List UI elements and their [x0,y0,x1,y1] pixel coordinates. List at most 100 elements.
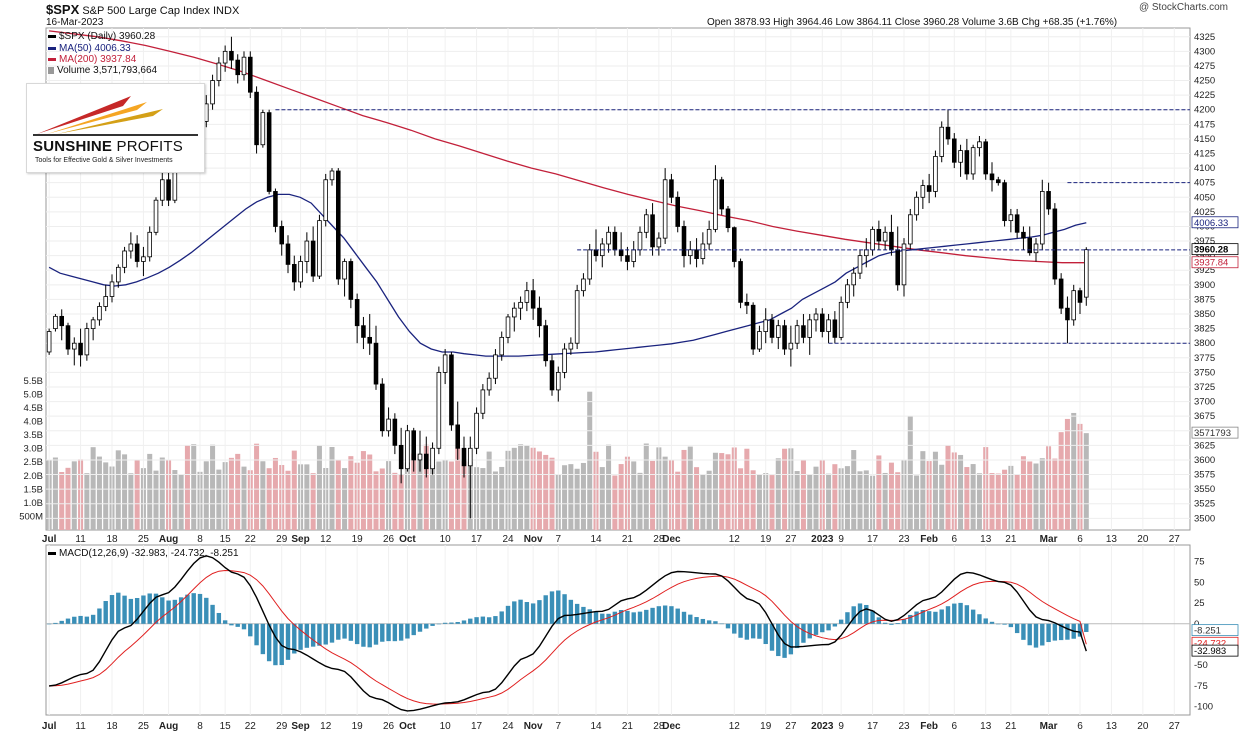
legend-ma50: MA(50) 4006.33 [48,43,131,54]
volume-bar [700,474,706,530]
x-tick-label: Aug [159,534,178,545]
candle-body [46,331,52,353]
candle-body [556,371,561,391]
macd-histogram-bar [1084,623,1089,632]
macd-histogram-bar [757,623,762,639]
logo-name-thin: PROFITS [112,138,183,155]
macd-histogram-bar [323,623,328,645]
macd-histogram-bar [1077,623,1083,637]
x-tick-label: 20 [1137,721,1149,732]
volume-bar [423,444,429,530]
volume-bar [920,451,926,530]
volume-bar [964,467,970,530]
macd-histogram-bar [1033,623,1039,648]
x-tick-label: 21 [622,534,634,545]
x-tick-label: Dec [662,721,681,732]
x-tick-label: 24 [502,721,514,732]
candle-body [1021,231,1026,239]
macd-histogram-bar [826,623,831,631]
macd-histogram-bar [625,610,630,624]
candle-body [549,360,555,391]
candle-body [744,301,750,306]
x-tick-label: 11 [75,534,86,545]
volume-bar [995,473,1001,530]
candle-body [587,249,592,280]
macd-histogram-bar [480,616,486,624]
macd-histogram-bar [662,605,668,624]
volume-bar [876,455,882,530]
volume-bar [235,453,241,530]
logo-mark-icon [33,96,198,136]
macd-histogram-bar [84,616,90,624]
macd-histogram-bar [122,595,127,624]
volume-bar [134,459,140,530]
macd-histogram-bar [845,612,850,624]
macd-histogram-bar [499,611,504,624]
candle-body [442,354,448,373]
candle-body [908,214,913,245]
credit: @ StockCharts.com [1138,2,1228,13]
macd-histogram-bar [266,623,272,662]
macd-histogram-bar [417,623,423,632]
volume-bar [266,468,272,530]
candle-body [851,272,856,286]
volume-bar [631,461,637,530]
volume-tick-label: 5.5B [23,376,43,387]
x-tick-label: 12 [320,721,332,732]
candle-body [845,284,850,303]
volume-bar [1002,469,1008,530]
exchange: INDX [213,5,240,17]
macd-histogram-bar [549,591,555,624]
volume-bar [675,471,681,530]
candle-body [317,220,322,277]
macd-histogram-bar [285,623,291,660]
candle-body [467,447,473,467]
candle-body [788,342,794,350]
candle-body [153,199,159,233]
macd-histogram-bar [857,603,863,624]
macd-axis-marker [1191,644,1239,657]
macd-histogram-bar [128,598,134,624]
candle-body [996,179,1001,184]
macd-axis-marker [1191,624,1239,637]
x-tick-label: 27 [1169,534,1181,545]
candle-body [562,348,567,373]
candle-body [518,301,523,309]
legend-volume-swatch [48,66,54,74]
candle-body [1077,290,1083,303]
macd-histogram-bar [134,597,140,624]
x-tick-label: 28 [653,534,665,545]
candle-body [970,147,976,175]
volume-bar [1083,433,1089,530]
candle-body [738,261,743,303]
candle-body [656,237,662,248]
x-tick-label: 19 [760,721,772,732]
candle-body [512,307,517,318]
candle-body [700,243,706,259]
price-tick-label: 4200 [1194,105,1215,116]
candle-body [159,179,165,201]
volume-bar [153,470,159,530]
macd-histogram-bar [681,611,687,624]
macd-histogram-bar [46,623,52,625]
volume-bar [851,450,857,530]
price-axis-marker-text: 4006.33 [1194,218,1228,229]
candle-body [857,255,863,274]
macd-histogram-bar [656,606,662,624]
candle-body [669,179,674,198]
macd-histogram-bar [958,602,963,624]
macd-histogram-bar [750,623,756,639]
volume-bar [643,443,649,530]
price-tick-label: 3875 [1194,294,1215,305]
x-tick-label: 13 [1106,534,1118,545]
volume-bar [826,473,832,530]
x-tick-label: 29 [276,721,288,732]
x-tick-label: 13 [980,534,992,545]
candle-body [367,336,373,344]
macd-histogram-bar [719,623,724,625]
candle-body [247,56,253,93]
macd-histogram-bar [178,597,184,624]
macd-histogram-bar [970,609,976,624]
volume-bar [725,454,731,530]
macd-legend-swatch [48,551,56,555]
